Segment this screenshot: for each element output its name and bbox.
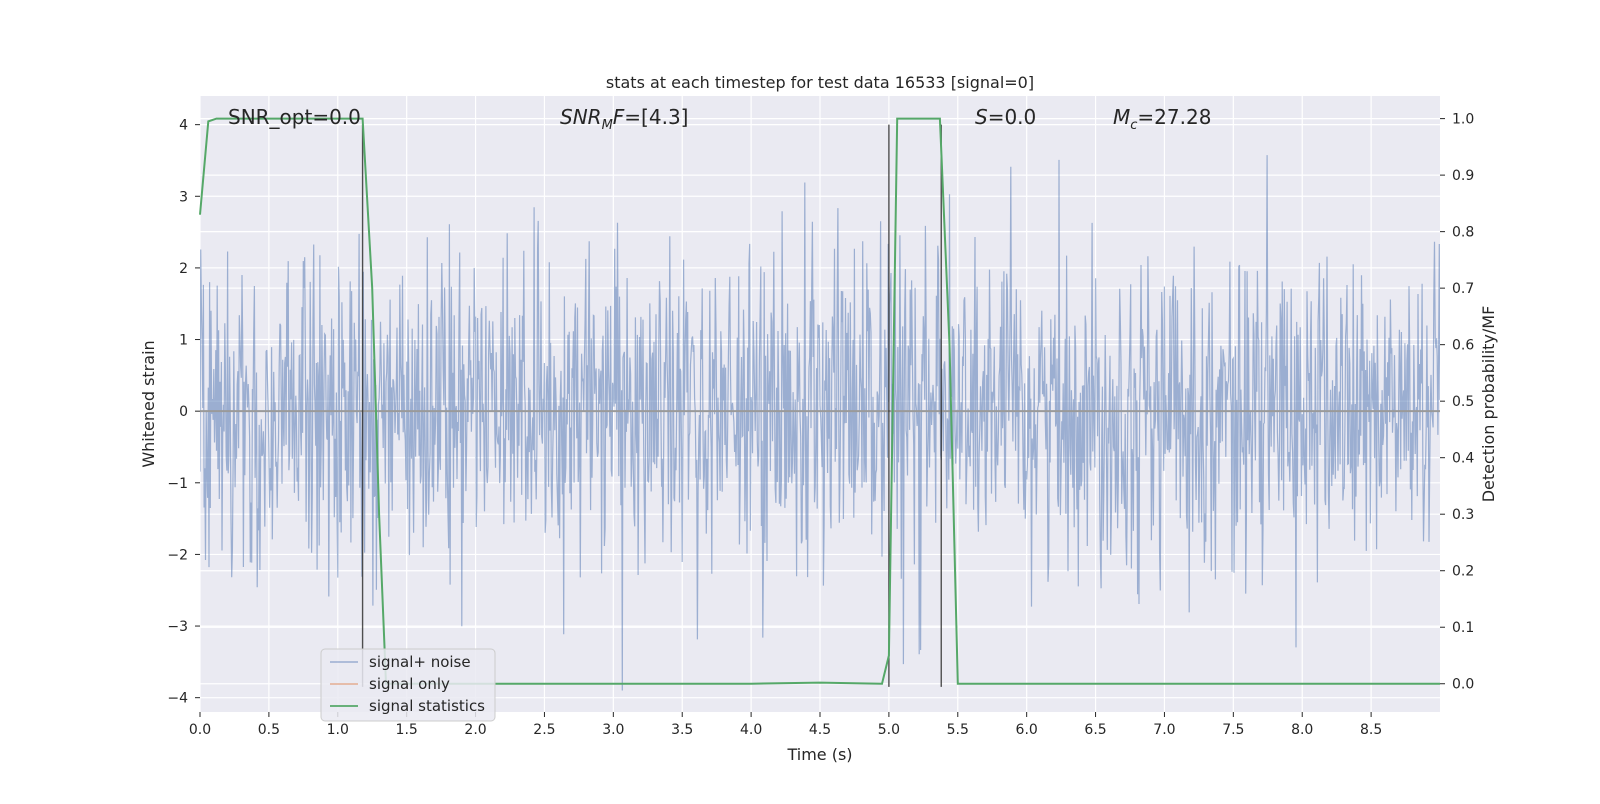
x-tick-label: 3.5	[671, 722, 693, 738]
legend-label-signal-only: signal only	[369, 675, 450, 693]
y-tick-label: −2	[167, 547, 188, 563]
x-tick-label: 6.5	[1084, 722, 1106, 738]
legend-box	[320, 648, 496, 722]
signal-statistics-line	[199, 117, 1440, 685]
x-tick-label: 3.0	[602, 722, 624, 738]
x-tick-label: 1.0	[327, 722, 349, 738]
s-value: =0.0	[988, 105, 1037, 129]
y-tick-label: 1	[179, 333, 188, 349]
x-tick-label: 2.5	[533, 722, 555, 738]
annotation-mc: Mc=27.28	[1113, 105, 1211, 133]
legend-label-signal-noise: signal+ noise	[369, 653, 471, 671]
x-tick-label: 0.5	[258, 722, 280, 738]
y-axis-ticks: 4 3 2 1 0 −1 −2 −3 −4	[167, 118, 200, 707]
x-tick-label: 5.0	[878, 722, 900, 738]
y-right-tick-label: 0.3	[1452, 507, 1474, 523]
x-tick-label: 4.0	[740, 722, 762, 738]
x-tick-label: 5.5	[947, 722, 969, 738]
signal-statistics-series	[199, 117, 1440, 685]
x-axis-ticks: 0.0 0.5 1.0 1.5 2.0 2.5 3.0 3.5 4.0 4.5 5.0 5.5 6.0 6…	[189, 712, 1382, 738]
y-right-tick-label: 0.4	[1452, 451, 1474, 467]
y-right-tick-label: 0.9	[1452, 168, 1474, 184]
y-right-tick-label: 0.1	[1452, 620, 1474, 636]
x-tick-label: 8.0	[1291, 722, 1313, 738]
y-tick-label: −4	[167, 691, 188, 707]
y-right-tick-label: 1.0	[1452, 112, 1474, 128]
y-tick-label: 4	[179, 118, 188, 134]
chart-title: stats at each timestep for test data 165…	[606, 73, 1034, 92]
x-tick-label: 4.5	[809, 722, 831, 738]
x-tick-label: 7.0	[1153, 722, 1175, 738]
x-axis-label: Time (s)	[786, 745, 852, 764]
y-tick-label: 3	[179, 189, 188, 205]
x-tick-label: 2.0	[464, 722, 486, 738]
y-tick-label: −3	[167, 619, 188, 635]
x-tick-label: 0.0	[189, 722, 211, 738]
mc-value: =27.28	[1137, 105, 1211, 129]
y-right-tick-label: 0.8	[1452, 225, 1474, 241]
y-tick-label: −1	[167, 476, 188, 492]
x-tick-label: 8.5	[1360, 722, 1382, 738]
annotation-snr-mf: SNRMF=[4.3]	[560, 105, 688, 133]
annotation-snr-opt: SNR_opt=0.0	[228, 105, 361, 129]
y-right-axis-label: Detection probability/MF	[1479, 306, 1498, 503]
y-tick-label: 0	[179, 404, 188, 420]
snr-mf-value: =[4.3]	[624, 105, 688, 129]
y-right-tick-label: 0.2	[1452, 564, 1474, 580]
x-tick-label: 7.5	[1222, 722, 1244, 738]
signal-noise-series	[200, 155, 1440, 691]
x-tick-label: 1.5	[396, 722, 418, 738]
y-right-tick-label: 0.6	[1452, 338, 1474, 354]
y-right-axis-ticks: 1.0 0.9 0.8 0.7 0.6 0.5 0.4 0.3 0.2 0.1 0.0	[1440, 112, 1474, 693]
annotation-s: S=0.0	[975, 105, 1036, 129]
legend: signal+ noise signal only signal statist…	[320, 648, 496, 722]
legend-label-signal-statistics: signal statistics	[369, 697, 485, 715]
y-axis-label: Whitened strain	[139, 340, 158, 467]
x-tick-label: 6.0	[1016, 722, 1038, 738]
y-tick-label: 2	[179, 261, 188, 277]
signal-noise-line	[200, 155, 1440, 691]
y-right-tick-label: 0.5	[1452, 394, 1474, 410]
y-right-tick-label: 0.7	[1452, 281, 1474, 297]
y-right-tick-label: 0.0	[1452, 677, 1474, 693]
